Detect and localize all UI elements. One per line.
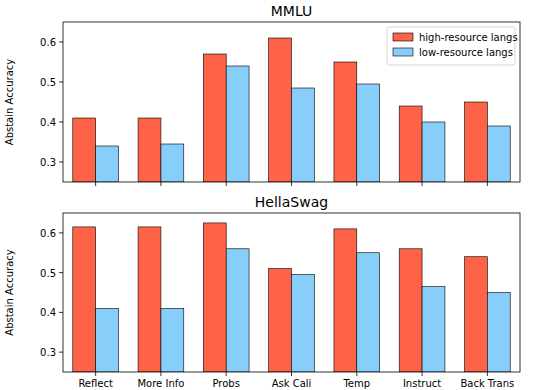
bar bbox=[487, 293, 510, 373]
x-tick bbox=[356, 372, 357, 376]
bar bbox=[292, 88, 315, 182]
bar bbox=[357, 84, 380, 182]
x-tick bbox=[291, 372, 292, 376]
y-tick bbox=[59, 232, 63, 233]
x-tick-label: Instruct bbox=[403, 378, 441, 389]
y-tick bbox=[59, 122, 63, 123]
x-tick bbox=[160, 182, 161, 186]
x-tick bbox=[422, 372, 423, 376]
x-tick bbox=[487, 372, 488, 376]
y-tick-label: 0.5 bbox=[40, 268, 56, 279]
y-tick-label: 0.4 bbox=[40, 307, 56, 318]
bar bbox=[73, 227, 96, 372]
title: MMLU bbox=[271, 3, 313, 19]
bar bbox=[226, 249, 249, 372]
x-tick bbox=[487, 182, 488, 186]
bar bbox=[334, 62, 357, 182]
bar bbox=[138, 118, 161, 182]
title: HellaSwag bbox=[255, 194, 328, 210]
y-tick bbox=[59, 352, 63, 353]
y-tick-label: 0.6 bbox=[40, 228, 56, 239]
y-tick bbox=[59, 312, 63, 313]
bar bbox=[292, 275, 315, 372]
x-tick bbox=[95, 372, 96, 376]
x-tick bbox=[356, 182, 357, 186]
legend-swatch bbox=[393, 48, 413, 56]
bar bbox=[399, 249, 422, 372]
y-tick-label: 0.4 bbox=[40, 117, 56, 128]
bar bbox=[203, 223, 226, 372]
x-tick bbox=[160, 372, 161, 376]
x-tick-label: Probs bbox=[213, 378, 240, 389]
bar bbox=[73, 118, 96, 182]
bar bbox=[334, 229, 357, 372]
x-tick bbox=[95, 182, 96, 186]
y-tick-label: 0.3 bbox=[40, 347, 56, 358]
x-tick-label: Reflect bbox=[78, 378, 113, 389]
y-tick bbox=[59, 82, 63, 83]
y-axis-label: Abstain Accuracy bbox=[4, 59, 15, 145]
bar bbox=[465, 257, 488, 372]
x-tick-label: Back Trans bbox=[460, 378, 514, 389]
x-tick-label: Temp bbox=[342, 378, 370, 389]
bar bbox=[138, 227, 161, 372]
bar bbox=[226, 66, 249, 182]
y-tick bbox=[59, 272, 63, 273]
x-tick bbox=[422, 182, 423, 186]
bar bbox=[203, 54, 226, 182]
bar bbox=[269, 269, 292, 372]
bar bbox=[465, 102, 488, 182]
legend-label: low-resource langs bbox=[419, 47, 513, 58]
bars bbox=[73, 223, 510, 372]
bar bbox=[269, 38, 292, 182]
bar bbox=[96, 308, 119, 372]
x-tick bbox=[291, 182, 292, 186]
y-tick-label: 0.6 bbox=[40, 37, 56, 48]
y-tick-label: 0.3 bbox=[40, 157, 56, 168]
axes-frame bbox=[63, 22, 520, 182]
x-tick bbox=[226, 372, 227, 376]
bar bbox=[487, 126, 510, 182]
bar bbox=[96, 146, 119, 182]
bar bbox=[422, 122, 445, 182]
x-tick-label: More Info bbox=[137, 378, 184, 389]
bar bbox=[161, 308, 184, 372]
bar bbox=[161, 144, 184, 182]
bar bbox=[422, 287, 445, 372]
x-tick bbox=[226, 182, 227, 186]
legend-swatch bbox=[393, 33, 413, 41]
x-tick-label: Ask Cali bbox=[272, 378, 312, 389]
bar bbox=[357, 253, 380, 372]
legend: high-resource langs low-resource langs bbox=[387, 27, 518, 65]
y-axis-label: Abstain Accuracy bbox=[4, 249, 15, 335]
y-tick bbox=[59, 162, 63, 163]
bar bbox=[399, 106, 422, 182]
axes-frame bbox=[63, 213, 520, 372]
legend-label: high-resource langs bbox=[419, 32, 518, 43]
y-tick bbox=[59, 42, 63, 43]
chart: MMLU Abstain Accuracy 0.3 0.4 0.5 0.6 high-res… bbox=[0, 0, 534, 390]
y-tick-label: 0.5 bbox=[40, 77, 56, 88]
